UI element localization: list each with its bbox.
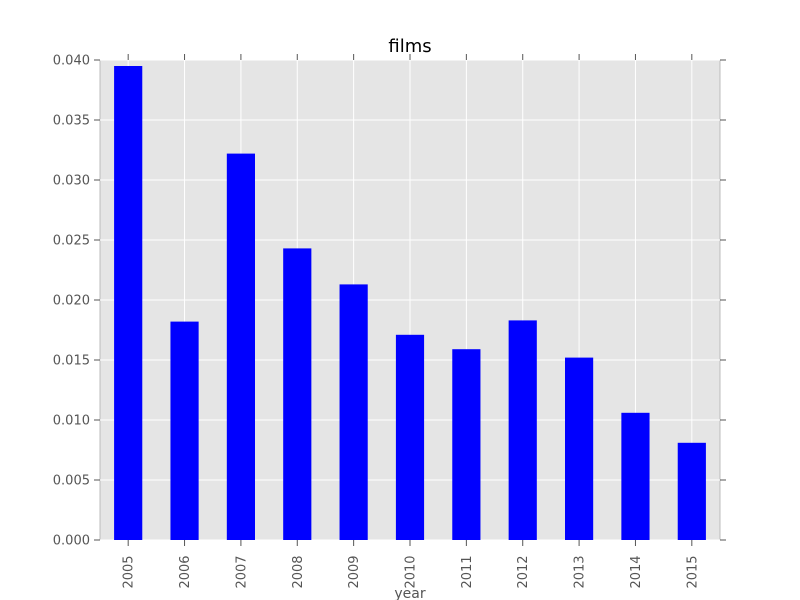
x-tick-label: 2005 xyxy=(122,555,137,588)
y-tick-label: 0.015 xyxy=(53,354,90,369)
x-tick-label: 2009 xyxy=(347,555,362,588)
bar-series xyxy=(114,66,706,540)
y-axis-ticks: 0.000 0.005 0.010 0.015 0.020 0.025 0.030 0.035… xyxy=(53,54,726,549)
y-tick-label: 0.000 xyxy=(53,534,90,549)
y-tick-label: 0.025 xyxy=(53,234,90,249)
y-tick-label: 0.020 xyxy=(53,294,90,309)
y-tick-label: 0.035 xyxy=(53,114,90,129)
x-tick-label: 2007 xyxy=(234,555,249,588)
x-tick-label: 2011 xyxy=(460,555,475,588)
y-tick-label: 0.010 xyxy=(53,414,90,429)
bar-2009 xyxy=(339,284,368,540)
x-tick-label: 2006 xyxy=(178,555,193,588)
bar-2015 xyxy=(677,442,706,540)
bar-2008 xyxy=(283,248,312,540)
x-tick-label: 2013 xyxy=(573,555,588,588)
chart-title: films xyxy=(388,36,431,57)
y-tick-label: 0.040 xyxy=(53,54,90,69)
bar-2011 xyxy=(452,349,481,540)
y-tick-label: 0.005 xyxy=(53,474,90,489)
bar-2006 xyxy=(170,321,199,540)
bar-2005 xyxy=(114,66,143,540)
bar-2012 xyxy=(508,320,537,540)
bar-2007 xyxy=(226,153,255,540)
x-tick-label: 2012 xyxy=(516,555,531,588)
x-tick-label: 2008 xyxy=(291,555,306,588)
x-axis-ticks: 2005 2006 2007 2008 2009 2010 2011 2012 2013 2014… xyxy=(122,54,700,589)
x-axis-label: year xyxy=(394,586,425,600)
x-tick-label: 2010 xyxy=(404,555,419,588)
bar-2014 xyxy=(621,412,650,540)
x-tick-label: 2014 xyxy=(629,555,644,588)
bar-2013 xyxy=(565,357,594,540)
y-tick-label: 0.030 xyxy=(53,174,90,189)
bar-2010 xyxy=(395,334,425,540)
x-tick-label: 2015 xyxy=(685,555,700,588)
